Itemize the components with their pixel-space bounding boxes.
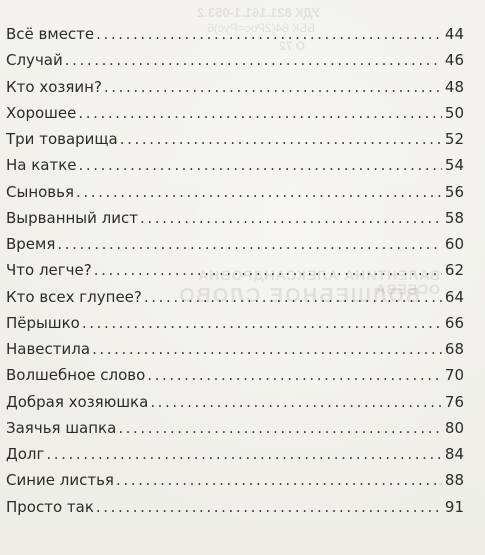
toc-entry[interactable]: Синие листья 88 [6, 467, 464, 493]
table-of-contents: Всё вместе 44 Случай 46 Кто хозяин? 48 Хоро… [6, 21, 464, 520]
toc-entry[interactable]: Время 60 [6, 231, 464, 257]
toc-entry-page: 68 [444, 340, 464, 358]
toc-entry-title: Что легче? [6, 261, 92, 280]
toc-leader-dots [65, 47, 442, 73]
toc-entry-title: Долг [6, 445, 45, 463]
toc-entry-page: 70 [444, 366, 464, 385]
toc-leader-dots [150, 389, 442, 415]
toc-entry-title: Три товарища [6, 130, 118, 148]
toc-entry[interactable]: Случай 46 [6, 47, 464, 73]
toc-entry[interactable]: Всё вместе 44 [6, 21, 464, 47]
toc-entry-page: 56 [444, 182, 464, 201]
toc-leader-dots [78, 100, 442, 126]
toc-entry-page: 46 [444, 51, 464, 70]
toc-entry-page: 58 [444, 208, 464, 227]
toc-leader-dots [92, 336, 442, 362]
toc-leader-dots [140, 205, 442, 231]
toc-leader-dots [120, 126, 442, 152]
toc-entry[interactable]: Пёрышко 66 [6, 310, 464, 336]
toc-entry-page: 76 [444, 392, 464, 411]
toc-leader-dots [116, 467, 442, 493]
toc-entry[interactable]: Три товарища 52 [6, 126, 464, 152]
toc-entry[interactable]: Сыновья 56 [6, 179, 464, 205]
toc-leader-dots [144, 284, 442, 310]
toc-entry[interactable]: Кто хозяин? 48 [6, 74, 464, 100]
toc-entry-title: Просто так [6, 497, 94, 516]
toc-leader-dots [46, 441, 442, 467]
toc-entry-title: Сыновья [6, 182, 75, 201]
toc-entry-page: 80 [444, 418, 464, 437]
toc-entry-title: Вырванный лист [6, 208, 138, 227]
toc-entry[interactable]: Заячья шапка 80 [6, 415, 464, 441]
toc-leader-dots [82, 310, 442, 336]
toc-entry-page: 88 [444, 471, 464, 490]
toc-entry-title: Всё вместе [6, 25, 95, 43]
toc-entry[interactable]: Долг 84 [6, 441, 464, 467]
toc-entry-title: Заячья шапка [6, 418, 117, 437]
toc-entry-page: 54 [444, 156, 464, 175]
toc-entry-page: 62 [444, 261, 464, 280]
toc-leader-dots [94, 257, 442, 283]
toc-entry-title: На катке [6, 156, 77, 175]
toc-entry-title: Кто хозяин? [6, 77, 102, 96]
toc-entry-page: 91 [444, 497, 464, 516]
toc-entry-title: Волшебное слово [6, 366, 146, 385]
toc-entry-page: 44 [444, 25, 464, 43]
toc-entry[interactable]: Просто так 91 [6, 494, 464, 520]
toc-entry[interactable]: Навестила 68 [6, 336, 464, 362]
toc-entry[interactable]: Вырванный лист 58 [6, 205, 464, 231]
toc-entry[interactable]: На катке 54 [6, 152, 464, 178]
toc-leader-dots [147, 362, 442, 388]
toc-entry-title: Кто всех глупее? [6, 287, 142, 306]
toc-entry[interactable]: Хорошее 50 [6, 100, 464, 126]
toc-leader-dots [104, 74, 442, 100]
toc-entry[interactable]: Волшебное слово 70 [6, 362, 464, 388]
toc-entry-page: 48 [444, 77, 464, 96]
toc-leader-dots [96, 21, 442, 47]
toc-entry-title: Навестила [6, 340, 91, 358]
toc-leader-dots [96, 494, 442, 520]
toc-entry-page: 84 [444, 445, 464, 463]
toc-entry[interactable]: Что легче? 62 [6, 257, 464, 283]
toc-entry-title: Пёрышко [6, 313, 80, 332]
toc-entry-title: Добрая хозяюшка [6, 392, 149, 411]
toc-entry-page: 60 [444, 235, 464, 253]
toc-entry-title: Случай [6, 51, 63, 70]
toc-entry[interactable]: Добрая хозяюшка 76 [6, 389, 464, 415]
toc-entry-title: Время [6, 235, 56, 253]
toc-entry-title: Хорошее [6, 103, 77, 122]
toc-leader-dots [118, 415, 442, 441]
toc-leader-dots [57, 231, 442, 257]
toc-entry-title: Синие листья [6, 471, 114, 490]
toc-leader-dots [76, 179, 442, 205]
toc-entry-page: 66 [444, 313, 464, 332]
toc-entry[interactable]: Кто всех глупее? 64 [6, 284, 464, 310]
toc-entry-page: 50 [444, 103, 464, 122]
toc-entry-page: 64 [444, 287, 464, 306]
toc-entry-page: 52 [444, 130, 464, 148]
toc-leader-dots [79, 152, 442, 178]
